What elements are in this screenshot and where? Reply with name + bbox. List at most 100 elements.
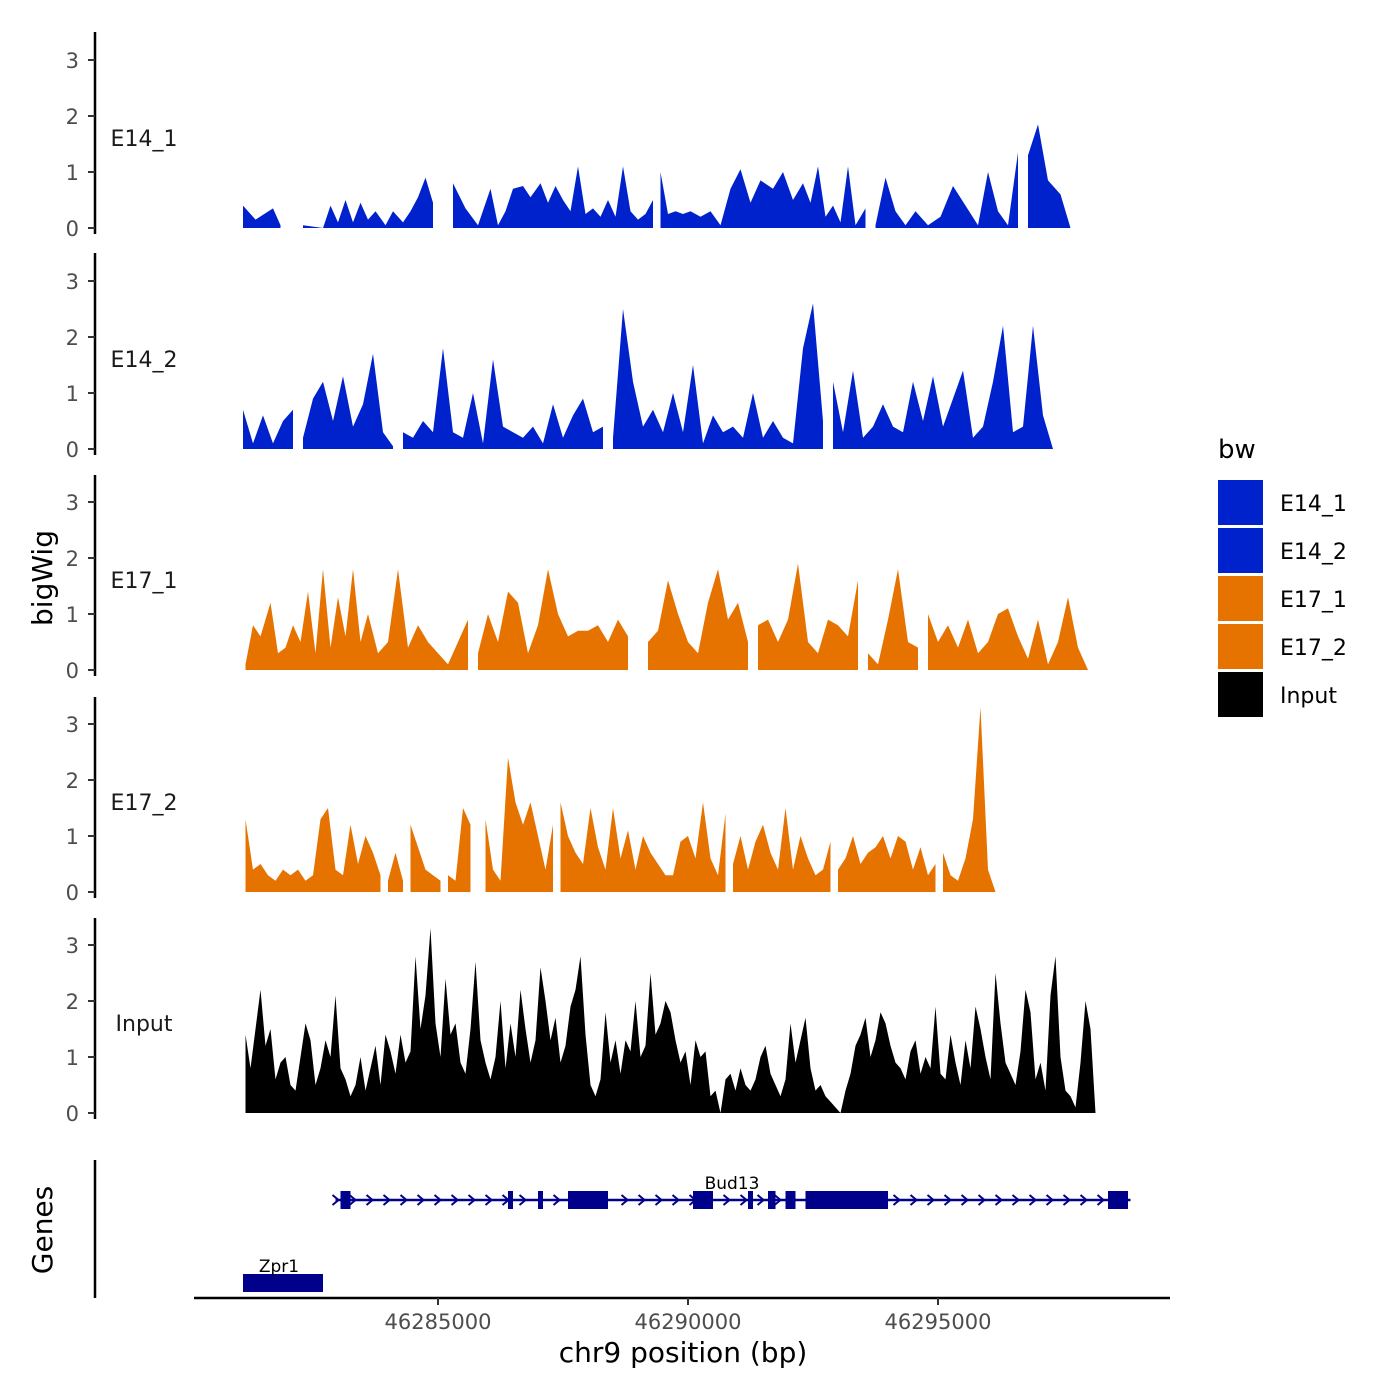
strand-arrow (943, 1194, 953, 1206)
strand-arrow (994, 1194, 1004, 1206)
strand-arrow (977, 1194, 987, 1206)
signal-area (1028, 124, 1131, 228)
legend-title: bw (1218, 435, 1256, 465)
x-axis: 46285000 46290000 46295000 (194, 1296, 1170, 1334)
strand-arrow (926, 1194, 936, 1206)
gene-exon (568, 1191, 608, 1209)
signal-area (388, 852, 403, 892)
y-tick-label: 0 (66, 438, 79, 462)
signal-area (928, 597, 1088, 670)
signal-area (560, 802, 726, 892)
track-label: E14_2 (111, 348, 178, 373)
track-panel-e17_2: 0 1 2 3 E17_2 (66, 697, 1063, 905)
y-tick-label: 3 (66, 270, 79, 294)
strand-arrow (1011, 1194, 1021, 1206)
gene-exon (538, 1191, 543, 1209)
strand-arrow (960, 1194, 970, 1206)
track-panel-e17_1: 0 1 2 3 E17_1 (66, 475, 1088, 683)
x-axis-title: chr9 position (bp) (559, 1336, 808, 1369)
legend-swatch (1218, 576, 1263, 621)
y-tick-label: 3 (66, 934, 79, 958)
gene-bud13: Bud13 (331, 1174, 1131, 1209)
y-tick-label: 0 (66, 1102, 79, 1126)
gene-label: Zpr1 (259, 1257, 299, 1277)
gene-exon (508, 1191, 513, 1209)
signal-area (613, 303, 823, 449)
y-tick-label: 3 (66, 713, 79, 737)
legend-label: E17_1 (1280, 588, 1347, 613)
signal-area (485, 757, 553, 892)
strand-arrow (484, 1194, 494, 1206)
signal-area (448, 808, 471, 892)
signal-area (245, 808, 381, 892)
strand-arrow (1096, 1194, 1106, 1206)
y-tick-label: 1 (66, 382, 79, 406)
signal-area (868, 569, 918, 670)
strand-arrow (1062, 1194, 1072, 1206)
signal-area (758, 563, 858, 670)
gene-exon (1108, 1191, 1128, 1209)
y-tick-label: 1 (66, 603, 79, 627)
strand-arrow (909, 1194, 919, 1206)
y-tick-label: 1 (66, 825, 79, 849)
strand-arrow (671, 1194, 681, 1206)
legend-swatch (1218, 624, 1263, 669)
y-tick-label: 0 (66, 217, 79, 241)
strand-arrow (773, 1194, 783, 1206)
gene-exon (748, 1191, 753, 1209)
gene-exon (805, 1191, 888, 1209)
signal-area (733, 808, 831, 892)
strand-arrow (518, 1194, 528, 1206)
strand-arrow (654, 1194, 664, 1206)
track-panel-e14_1: 0 1 2 3 E14_1 (66, 32, 1131, 241)
signal-area (243, 409, 293, 449)
strand-arrow (467, 1194, 477, 1206)
signal-area (453, 166, 653, 228)
y-tick-label: 3 (66, 491, 79, 515)
strand-arrow (365, 1194, 375, 1206)
signal-area (245, 928, 1126, 1113)
strand-arrow (331, 1194, 341, 1206)
strand-arrow (620, 1194, 630, 1206)
signal-area (875, 152, 1018, 228)
legend-swatch (1218, 672, 1263, 717)
strand-arrow (1079, 1194, 1089, 1206)
strand-arrow (637, 1194, 647, 1206)
track-label: E17_2 (111, 791, 178, 816)
gene-zpr1: Zpr1 (243, 1257, 323, 1292)
signal-area (243, 205, 281, 228)
signal-area (303, 353, 393, 449)
strand-arrow (1028, 1194, 1038, 1206)
track-label: E17_1 (111, 569, 178, 594)
legend-label: E14_2 (1280, 540, 1347, 565)
signal-area (660, 166, 866, 228)
track-panel-e14_2: 0 1 2 3 E14_2 (66, 253, 1131, 462)
gene-exon (243, 1274, 323, 1292)
signal-area (478, 569, 628, 670)
legend-swatch (1218, 528, 1263, 573)
track-label: Input (116, 1012, 173, 1037)
gene-label: Bud13 (705, 1174, 760, 1194)
gene-exon (693, 1191, 713, 1209)
strand-arrow (399, 1194, 409, 1206)
signal-tracks: 0 1 2 3 E14_1 0 1 2 3 E14_2 0 1 2 3 E17_1 0 1 2 3 E17_2 0 1 2 3… (66, 32, 1131, 1126)
signal-area (403, 348, 603, 449)
strand-arrow (739, 1194, 749, 1206)
gene-exon (340, 1191, 351, 1209)
signal-area (303, 177, 433, 228)
signal-area (833, 325, 1131, 449)
y-tick-label: 2 (66, 105, 79, 129)
track-panel-input: 0 1 2 3 Input (66, 918, 1126, 1126)
y-tick-label: 2 (66, 769, 79, 793)
legend-label: E17_2 (1280, 636, 1347, 661)
strand-arrow (382, 1194, 392, 1206)
x-tick-label: 46290000 (635, 1310, 742, 1334)
strand-arrow (756, 1194, 766, 1206)
y-tick-label: 2 (66, 326, 79, 350)
y-axis-title: bigWig (26, 530, 59, 626)
genes-axis-title: Genes (26, 1186, 59, 1274)
strand-arrow (722, 1194, 732, 1206)
track-label: E14_1 (111, 127, 178, 152)
signal-area (943, 707, 1063, 892)
